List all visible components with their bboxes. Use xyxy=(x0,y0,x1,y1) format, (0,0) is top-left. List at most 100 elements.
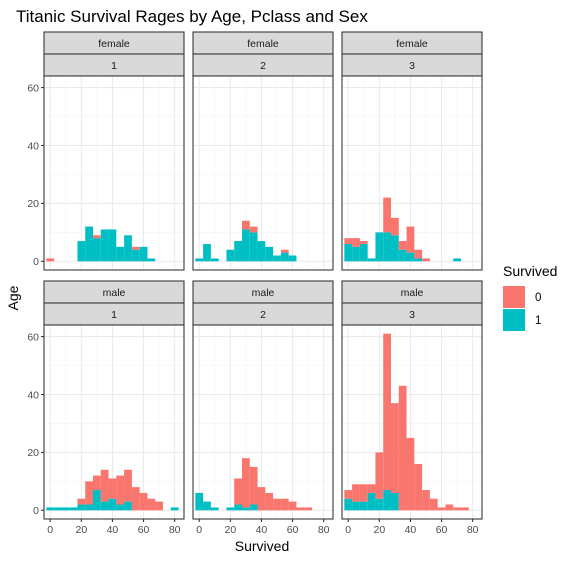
bar-survived-1 xyxy=(195,492,204,511)
bar-survived-1 xyxy=(85,226,93,262)
bar-survived-0 xyxy=(344,238,353,244)
x-tick-label: 0 xyxy=(345,524,351,536)
y-axis-title: Age xyxy=(5,285,21,310)
chart-title: Titanic Survival Rages by Age, Pclass an… xyxy=(16,7,368,26)
bar-survived-1 xyxy=(116,246,125,262)
bar-survived-0 xyxy=(147,498,156,511)
bar-survived-0 xyxy=(461,507,469,511)
bar-survived-0 xyxy=(288,501,297,511)
bar-survived-0 xyxy=(249,466,258,505)
bar-survived-1 xyxy=(100,229,109,262)
bar-survived-1 xyxy=(344,498,353,511)
bar-survived-1 xyxy=(234,504,242,511)
bar-survived-0 xyxy=(108,478,117,499)
bar-survived-0 xyxy=(422,490,430,511)
bar-survived-1 xyxy=(203,501,211,511)
bar-survived-0 xyxy=(242,220,250,230)
bar-survived-1 xyxy=(108,229,117,262)
bar-survived-1 xyxy=(61,507,70,511)
bar-survived-0 xyxy=(249,226,258,233)
x-tick-label: 80 xyxy=(169,524,181,536)
strip-sex-label: female xyxy=(247,38,279,50)
strip-pclass-label: 3 xyxy=(409,309,415,321)
bar-survived-1 xyxy=(280,252,289,262)
bar-survived-0 xyxy=(100,469,109,502)
bar-survived-1 xyxy=(367,492,376,511)
bar-survived-0 xyxy=(352,238,360,247)
bar-survived-1 xyxy=(195,258,204,262)
strip-sex-label: male xyxy=(401,287,424,299)
strip-pclass-label: 1 xyxy=(111,309,117,321)
bar-survived-1 xyxy=(344,243,353,262)
bar-survived-0 xyxy=(429,498,438,511)
bar-survived-0 xyxy=(131,487,140,511)
bar-survived-1 xyxy=(116,504,125,511)
x-axis-title: Survived xyxy=(235,538,289,554)
bar-survived-0 xyxy=(280,249,289,253)
bar-survived-0 xyxy=(391,403,399,493)
x-tick-label: 20 xyxy=(224,524,236,536)
bar-survived-1 xyxy=(85,504,93,511)
bar-survived-1 xyxy=(257,241,266,262)
bar-survived-1 xyxy=(147,258,156,262)
bar-survived-1 xyxy=(288,255,297,262)
bar-survived-0 xyxy=(116,475,125,505)
bar-survived-0 xyxy=(437,507,446,511)
bar-survived-1 xyxy=(54,507,62,511)
facet-panel-male-1: male 1 0 20 40 60 0 20 40 60 80 xyxy=(27,280,185,536)
bar-survived-1 xyxy=(226,249,235,262)
x-tick-label: 40 xyxy=(107,524,119,536)
panel-background xyxy=(193,325,333,519)
bar-survived-1 xyxy=(242,507,250,511)
x-tick-label: 0 xyxy=(47,524,53,536)
bar-survived-0 xyxy=(414,249,423,259)
bar-survived-1 xyxy=(359,243,368,262)
bar-survived-0 xyxy=(383,333,391,491)
bar-survived-1 xyxy=(453,258,461,262)
panel-border xyxy=(341,75,483,271)
bar-survived-1 xyxy=(383,232,391,262)
bar-survived-0 xyxy=(445,504,454,511)
bar-survived-1 xyxy=(69,507,78,511)
facet-panels: female10204060female2female3male10204060… xyxy=(27,31,483,536)
strip-sex-label: male xyxy=(103,287,126,299)
facet-panel-male-3: male 3 0 20 40 60 80 xyxy=(341,280,483,536)
bar-survived-0 xyxy=(422,258,430,262)
y-tick-label: 40 xyxy=(27,389,39,401)
legend-title: Survived xyxy=(503,263,557,279)
bar-survived-1 xyxy=(77,241,86,262)
bar-survived-1 xyxy=(93,238,101,262)
bar-survived-1 xyxy=(124,501,132,511)
y-tick-label: 0 xyxy=(33,505,39,517)
x-tick-label: 40 xyxy=(405,524,417,536)
legend-key-0 xyxy=(503,286,525,308)
x-tick-label: 40 xyxy=(256,524,268,536)
bar-survived-1 xyxy=(170,507,179,511)
bar-survived-0 xyxy=(352,484,360,502)
x-tick-label: 20 xyxy=(373,524,385,536)
bar-survived-0 xyxy=(85,481,93,505)
x-tick-label: 80 xyxy=(318,524,330,536)
bar-survived-1 xyxy=(131,249,140,262)
bar-survived-0 xyxy=(406,226,415,253)
bar-survived-0 xyxy=(46,258,55,262)
x-tick-label: 80 xyxy=(467,524,479,536)
facet-panel-female-1: female 1 0 20 40 60 xyxy=(27,31,185,271)
strip-pclass-label: 2 xyxy=(260,60,266,72)
bar-survived-1 xyxy=(203,243,211,262)
bar-survived-0 xyxy=(265,492,274,511)
bar-survived-0 xyxy=(273,498,281,511)
bar-survived-1 xyxy=(273,255,281,262)
bar-survived-1 xyxy=(210,258,219,262)
bar-survived-1 xyxy=(352,501,360,511)
x-tick-label: 60 xyxy=(138,524,150,536)
bar-survived-1 xyxy=(242,229,250,262)
bar-survived-0 xyxy=(93,475,101,491)
legend-label-1: 1 xyxy=(535,315,541,327)
bar-survived-1 xyxy=(77,504,86,511)
bar-survived-0 xyxy=(367,484,376,493)
x-tick-label: 20 xyxy=(75,524,87,536)
bar-survived-1 xyxy=(124,235,132,262)
